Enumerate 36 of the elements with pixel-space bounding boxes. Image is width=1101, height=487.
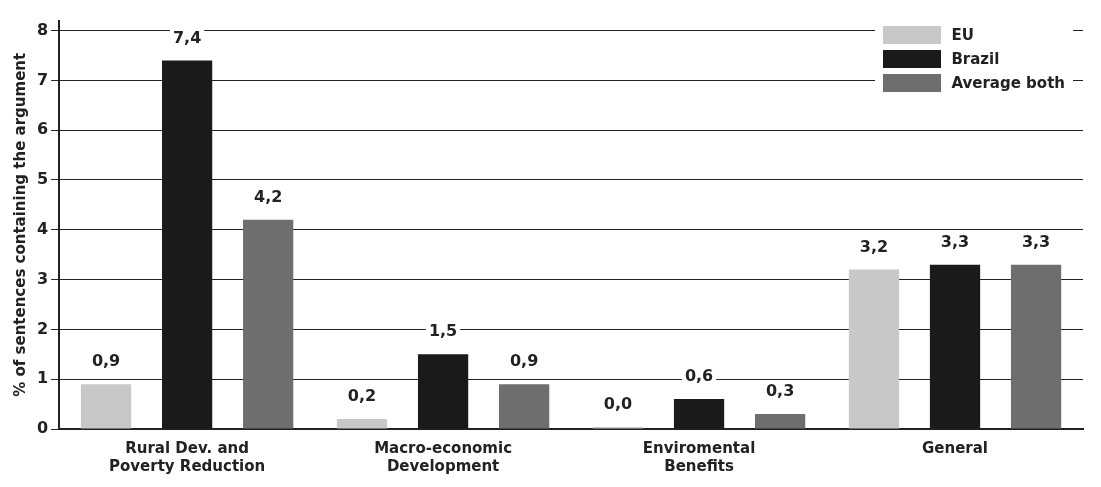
data-label: 0,6 — [684, 366, 714, 386]
data-label: 4,2 — [254, 186, 283, 206]
x-tick-label: Rural Dev. and Poverty Reduction — [109, 438, 266, 475]
y-axis-title: % of sentences containing the argument — [10, 52, 29, 397]
y-tick-label: 6 — [36, 119, 49, 139]
bar — [848, 269, 900, 429]
y-tick-label: 4 — [36, 218, 49, 238]
data-label: 7,4 — [172, 27, 202, 47]
y-tick-label: 8 — [36, 19, 49, 39]
legend-label: EU — [951, 26, 974, 44]
data-label: 3,3 — [1021, 231, 1051, 251]
bar — [1010, 264, 1062, 429]
data-label: 0,9 — [91, 351, 121, 371]
legend-label: Brazil — [951, 50, 1000, 68]
data-label: 0,2 — [347, 386, 377, 406]
bar — [499, 384, 550, 429]
data-label: 0,0 — [603, 394, 633, 414]
data-label: 3,3 — [940, 231, 970, 251]
bar — [754, 414, 806, 429]
y-tick-label: 1 — [36, 368, 49, 388]
bar — [336, 419, 388, 429]
y-tick-label: 2 — [36, 318, 49, 338]
data-label: 0,9 — [509, 351, 539, 371]
y-tick-label: 3 — [36, 268, 49, 288]
y-tick-label: 0 — [36, 418, 49, 438]
y-tick-label: 5 — [36, 169, 49, 189]
x-tick-label: Enviromental Benefits — [642, 438, 756, 475]
legend-label: Average both — [951, 74, 1065, 92]
data-label: 1,5 — [428, 321, 458, 341]
bar — [243, 219, 294, 429]
y-tick-label: 7 — [36, 69, 49, 89]
x-tick-label: General — [922, 438, 989, 457]
data-label: 0,3 — [765, 381, 795, 401]
data-label: 3,2 — [859, 236, 889, 256]
x-tick-label: Macro-economic Development — [374, 438, 513, 475]
bar — [80, 384, 132, 429]
